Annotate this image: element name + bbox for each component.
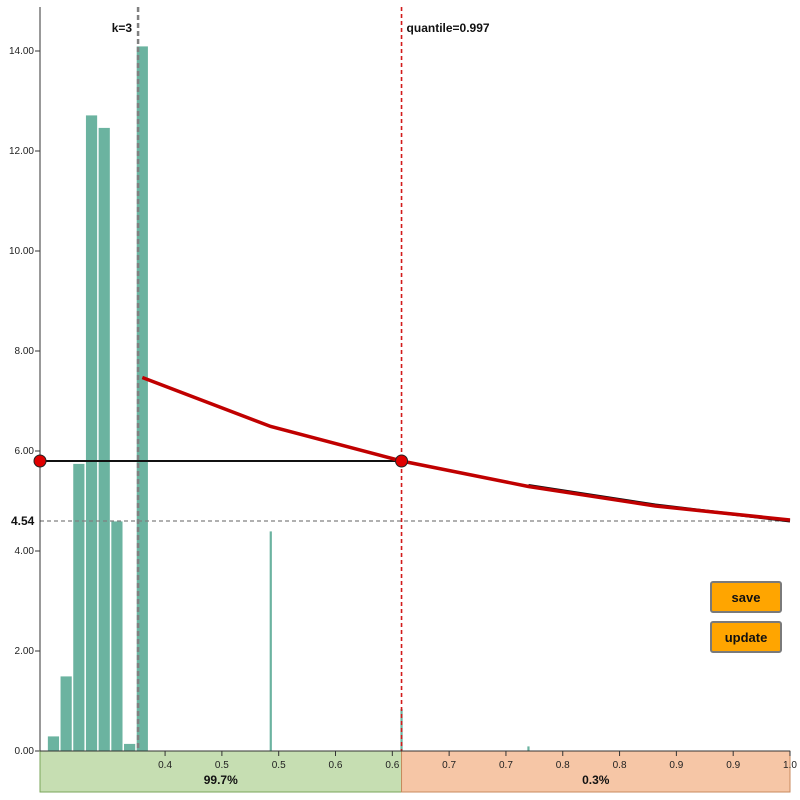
histogram-bars: [47, 45, 531, 752]
x-tick-label: 1.0: [783, 760, 797, 771]
y-tick-label: 0.00: [15, 746, 35, 757]
save-button[interactable]: save: [710, 581, 782, 613]
y-tick-label: 12.00: [9, 146, 34, 157]
k-label: k=3: [112, 21, 133, 35]
x-tick-label: 0.9: [726, 760, 740, 771]
histogram-bar: [123, 743, 137, 752]
drag-handle[interactable]: [33, 454, 47, 468]
x-tick-label: 0.9: [669, 760, 683, 771]
y-tick-label: 2.00: [15, 646, 35, 657]
x-tick-label: 0.6: [385, 760, 399, 771]
threshold-label: 4.54: [11, 514, 35, 528]
y-tick-label: 8.00: [15, 346, 35, 357]
x-tick-label: 0.8: [556, 760, 570, 771]
region-label: 99.7%: [204, 773, 238, 787]
histogram-bar: [526, 745, 531, 752]
y-tick-label: 10.00: [9, 246, 34, 257]
quantile-label: quantile=0.997: [407, 21, 490, 35]
y-tick-label: 6.00: [15, 446, 35, 457]
histogram-bar: [72, 463, 86, 752]
histogram-bar: [97, 127, 111, 752]
x-tick-label: 0.5: [215, 760, 229, 771]
drag-handle[interactable]: [395, 454, 409, 468]
x-tick-label: 0.7: [499, 760, 513, 771]
histogram-bar: [47, 735, 60, 752]
x-tick-label: 0.6: [329, 760, 343, 771]
histogram-bar: [268, 530, 273, 752]
x-tick-label: 0.8: [613, 760, 627, 771]
histogram-bar: [110, 520, 124, 752]
y-tick-label: 4.00: [15, 546, 35, 557]
fit-curve-red: [141, 375, 791, 522]
histogram-bar: [59, 675, 73, 752]
region-label: 0.3%: [582, 773, 610, 787]
x-tick-label: 0.4: [158, 760, 172, 771]
x-tick-label: 0.7: [442, 760, 456, 771]
y-tick-label: 14.00: [9, 46, 34, 57]
update-button[interactable]: update: [710, 621, 782, 653]
histogram-bar: [85, 114, 98, 752]
x-tick-label: 0.5: [272, 760, 286, 771]
